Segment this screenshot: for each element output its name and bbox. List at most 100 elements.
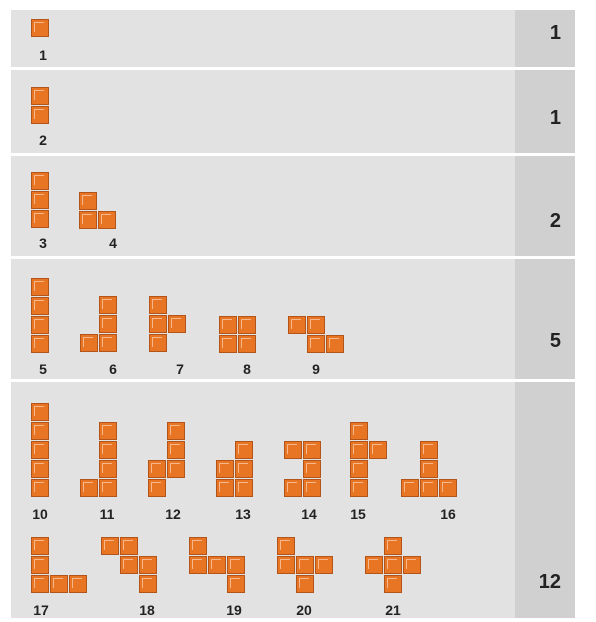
piece-10-cell: [31, 479, 49, 497]
piece-17-cell: [50, 575, 68, 593]
piece-21-cell: [365, 556, 383, 574]
piece-9-cell: [307, 335, 325, 353]
band-total: 5: [550, 330, 561, 353]
piece-7-cell: [149, 315, 167, 333]
piece-18-cell: [120, 537, 138, 555]
piece-2-cell: [31, 106, 49, 124]
piece-label: 8: [227, 361, 267, 377]
piece-17-cell: [31, 575, 49, 593]
piece-16-cell: [439, 479, 457, 497]
piece-label: 7: [160, 361, 200, 377]
piece-label: 5: [23, 361, 63, 377]
piece-12-cell: [148, 479, 166, 497]
count-column: [515, 259, 575, 379]
piece-15-cell: [369, 441, 387, 459]
piece-18-cell: [139, 556, 157, 574]
piece-18-cell: [139, 575, 157, 593]
piece-7-cell: [149, 296, 167, 314]
piece-11-cell: [99, 479, 117, 497]
piece-label: 16: [428, 506, 468, 522]
piece-label: 12: [153, 506, 193, 522]
piece-5-cell: [31, 335, 49, 353]
piece-17-cell: [69, 575, 87, 593]
piece-14-cell: [303, 460, 321, 478]
band-total: 1: [550, 107, 561, 130]
piece-10-cell: [31, 422, 49, 440]
piece-14-cell: [303, 441, 321, 459]
piece-label: 9: [296, 361, 336, 377]
piece-7-cell: [168, 315, 186, 333]
piece-14-cell: [284, 441, 302, 459]
piece-6-cell: [99, 334, 117, 352]
piece-16-cell: [401, 479, 419, 497]
piece-14-cell: [303, 479, 321, 497]
piece-6-cell: [99, 296, 117, 314]
piece-label: 10: [20, 506, 60, 522]
piece-21-cell: [403, 556, 421, 574]
piece-13-cell: [235, 460, 253, 478]
piece-11-cell: [99, 422, 117, 440]
piece-6-cell: [99, 315, 117, 333]
piece-label: 4: [93, 235, 133, 251]
piece-20-cell: [315, 556, 333, 574]
piece-label: 20: [284, 602, 324, 618]
piece-3-cell: [31, 210, 49, 228]
piece-20-cell: [277, 537, 295, 555]
band-size-1: 1: [11, 10, 575, 67]
piece-label: 18: [127, 602, 167, 618]
band-total: 1: [550, 22, 561, 45]
piece-4-cell: [79, 211, 97, 229]
piece-label: 15: [338, 506, 378, 522]
piece-3-cell: [31, 191, 49, 209]
piece-4-cell: [79, 192, 97, 210]
count-column: [515, 70, 575, 153]
piece-label: 2: [23, 132, 63, 148]
piece-9-cell: [307, 316, 325, 334]
piece-5-cell: [31, 297, 49, 315]
piece-5-cell: [31, 278, 49, 296]
piece-12-cell: [167, 460, 185, 478]
piece-13-cell: [216, 460, 234, 478]
piece-7-cell: [149, 334, 167, 352]
piece-10-cell: [31, 403, 49, 421]
piece-label: 17: [21, 602, 61, 618]
piece-17-cell: [31, 556, 49, 574]
piece-17-cell: [31, 537, 49, 555]
piece-9-cell: [288, 316, 306, 334]
piece-8-cell: [219, 335, 237, 353]
piece-15-cell: [350, 479, 368, 497]
band-total: 12: [539, 571, 561, 594]
count-column: [515, 10, 575, 67]
piece-11-cell: [99, 460, 117, 478]
piece-label: 1: [23, 47, 63, 63]
piece-21-cell: [384, 537, 402, 555]
piece-10-cell: [31, 441, 49, 459]
piece-8-cell: [238, 316, 256, 334]
piece-20-cell: [296, 575, 314, 593]
piece-13-cell: [235, 441, 253, 459]
band-size-5: 12: [11, 382, 575, 618]
piece-18-cell: [101, 537, 119, 555]
piece-label: 14: [289, 506, 329, 522]
band-size-2: 1: [11, 70, 575, 153]
piece-21-cell: [384, 575, 402, 593]
piece-label: 6: [93, 361, 133, 377]
piece-19-cell: [227, 575, 245, 593]
piece-label: 19: [214, 602, 254, 618]
piece-19-cell: [208, 556, 226, 574]
piece-label: 3: [23, 235, 63, 251]
piece-18-cell: [120, 556, 138, 574]
piece-16-cell: [420, 441, 438, 459]
piece-15-cell: [350, 460, 368, 478]
piece-label: 11: [87, 506, 127, 522]
piece-20-cell: [296, 556, 314, 574]
piece-11-cell: [80, 479, 98, 497]
piece-8-cell: [238, 335, 256, 353]
piece-6-cell: [80, 334, 98, 352]
piece-10-cell: [31, 460, 49, 478]
piece-13-cell: [235, 479, 253, 497]
count-column: [515, 156, 575, 256]
piece-5-cell: [31, 316, 49, 334]
piece-12-cell: [167, 422, 185, 440]
